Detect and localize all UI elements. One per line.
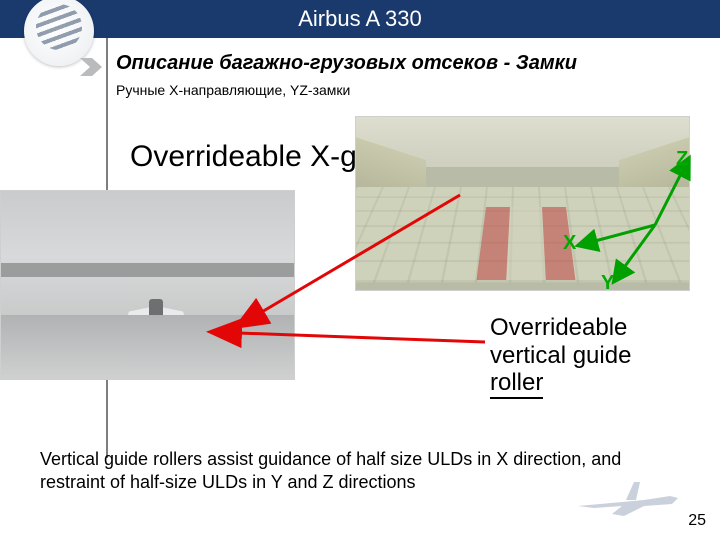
callout-line1: Overrideable xyxy=(490,314,631,342)
callout-line2: vertical guide xyxy=(490,342,631,370)
axis-y-label: Y xyxy=(601,272,614,295)
axis-x-label: X xyxy=(563,232,576,255)
roller-callout: Overrideable vertical guide roller xyxy=(490,314,631,399)
section-subtitle: Описание багажно-грузовых отсеков - Замк… xyxy=(116,52,577,75)
section-subtitle-2: Ручные Х-направляющие, YZ-замки xyxy=(116,82,350,98)
page-title: Airbus A 330 xyxy=(298,6,422,32)
latch-closeup-photo xyxy=(0,190,295,380)
cargo-bay-photo xyxy=(355,116,690,291)
header-bar: Airbus A 330 xyxy=(0,0,720,38)
page-number: 25 xyxy=(688,512,706,530)
airbus-swirl-logo xyxy=(24,0,94,66)
callout-line3: roller xyxy=(490,369,543,399)
airplane-watermark-icon xyxy=(574,476,684,522)
bullet-arrow-icon xyxy=(80,58,104,76)
axis-z-label: Z xyxy=(676,148,688,171)
